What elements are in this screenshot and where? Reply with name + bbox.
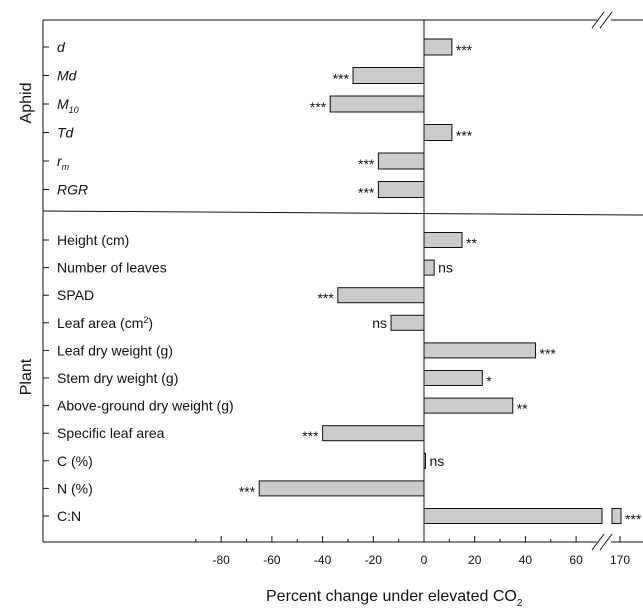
significance-td: *** bbox=[456, 128, 473, 144]
category-label-above-ground-dry-weight-g: Above-ground dry weight (g) bbox=[57, 398, 234, 414]
significance-height-cm: ** bbox=[466, 235, 477, 251]
significance-rgr: *** bbox=[358, 185, 375, 201]
bar-spad bbox=[337, 287, 425, 304]
x-axis-label: Percent change under elevated CO2 bbox=[266, 588, 523, 608]
significance-above-ground-dry-weight-g: ** bbox=[517, 401, 528, 417]
x-axis-label-subscript: 2 bbox=[517, 598, 523, 608]
axis-break-marks bbox=[591, 11, 613, 551]
significance-number-of-leaves: ns bbox=[438, 260, 453, 276]
significance-c-n: *** bbox=[625, 511, 642, 527]
significance-spad: *** bbox=[317, 290, 334, 306]
significance-stem-dry-weight-g: * bbox=[486, 373, 492, 389]
x-tick-label: -60 bbox=[263, 553, 281, 567]
bar-c bbox=[423, 452, 426, 469]
x-tick-label: -80 bbox=[213, 553, 231, 567]
x-tick-label: -20 bbox=[365, 553, 383, 567]
category-label-m10: M10 bbox=[57, 96, 79, 115]
group-divider bbox=[42, 210, 643, 216]
significance-m10: *** bbox=[310, 99, 327, 115]
bar-n bbox=[258, 480, 425, 497]
bar-d bbox=[423, 38, 453, 56]
bar-td bbox=[423, 124, 453, 141]
category-label-height-cm: Height (cm) bbox=[57, 232, 129, 248]
bar-m10 bbox=[329, 95, 425, 113]
category-label-rm: rm bbox=[57, 153, 70, 172]
category-label-c-n: C:N bbox=[57, 508, 81, 524]
bar-number-of-leaves bbox=[423, 259, 435, 276]
x-tick-label: 40 bbox=[519, 553, 533, 567]
bar-height-cm bbox=[423, 232, 463, 248]
group-label-plant: Plant bbox=[18, 358, 35, 395]
category-label-specific-leaf-area: Specific leaf area bbox=[57, 425, 165, 441]
category-label-c: C (%) bbox=[57, 453, 93, 469]
bar-leaf-area-cm2 bbox=[390, 314, 425, 331]
category-label-spad: SPAD bbox=[57, 287, 94, 303]
significance-leaf-dry-weight-g: *** bbox=[540, 345, 557, 361]
x-tick-label: 20 bbox=[468, 553, 482, 567]
break-slash bbox=[591, 533, 605, 551]
x-tick-label: -40 bbox=[314, 553, 332, 567]
bar-specific-leaf-area bbox=[322, 425, 425, 442]
significance-rm: *** bbox=[358, 156, 375, 172]
significance-c: ns bbox=[430, 453, 445, 469]
break-slash bbox=[591, 11, 605, 29]
bar-md bbox=[352, 67, 425, 84]
significance-specific-leaf-area: *** bbox=[302, 428, 319, 444]
category-label-stem-dry-weight-g: Stem dry weight (g) bbox=[57, 370, 178, 386]
bar-c-n-continuation bbox=[611, 508, 622, 524]
category-label-rgr: RGR bbox=[57, 182, 88, 198]
x-tick-label-broken: 170 bbox=[610, 553, 630, 567]
break-slash bbox=[599, 11, 613, 29]
category-label-d: d bbox=[57, 39, 66, 55]
bar-rm bbox=[377, 152, 425, 170]
break-slash bbox=[599, 533, 613, 551]
plot-frame bbox=[42, 19, 643, 543]
bar-leaf-dry-weight-g bbox=[423, 342, 537, 359]
category-label-n: N (%) bbox=[57, 480, 93, 496]
significance-md: *** bbox=[333, 71, 350, 87]
bar-c-n bbox=[423, 508, 603, 524]
significance-n: *** bbox=[239, 483, 256, 499]
category-label-number-of-leaves: Number of leaves bbox=[57, 260, 167, 276]
x-tick-label: 0 bbox=[421, 553, 428, 567]
category-label-leaf-dry-weight-g: Leaf dry weight (g) bbox=[57, 342, 173, 358]
category-label-leaf-area-cm2: Leaf area (cm2) bbox=[57, 315, 153, 331]
category-label-td: Td bbox=[57, 125, 75, 141]
bar-rgr bbox=[377, 181, 425, 198]
bar-above-ground-dry-weight-g bbox=[423, 397, 514, 414]
group-label-aphid: Aphid bbox=[18, 83, 35, 124]
significance-d: *** bbox=[456, 42, 473, 58]
category-label-md: Md bbox=[57, 68, 78, 84]
significance-leaf-area-cm2: ns bbox=[372, 315, 387, 331]
bar-stem-dry-weight-g bbox=[423, 370, 483, 386]
x-tick-label: 60 bbox=[569, 553, 583, 567]
